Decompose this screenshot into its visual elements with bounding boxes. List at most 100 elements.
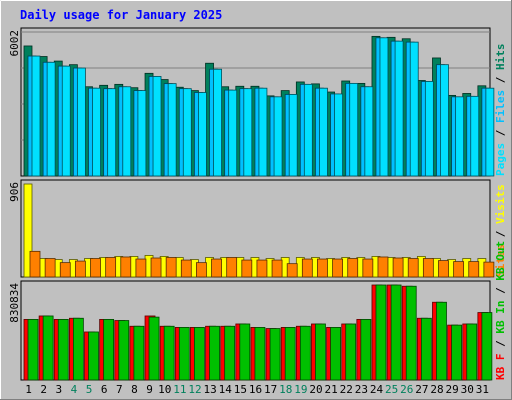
bar [258,87,268,177]
bar [451,324,463,381]
legend-kb-in: KB In [494,301,507,334]
bar [453,261,465,278]
x-tick-label: 25 [385,383,398,396]
bar [241,259,253,278]
bar [319,87,328,177]
bar [107,88,117,177]
x-tick-label: 24 [370,383,384,396]
bar [120,256,132,278]
bar [286,263,298,278]
bar [44,258,56,278]
bar [224,325,236,381]
bar [345,323,357,381]
legend-files: Files [494,90,507,123]
x-tick-label: 2 [40,383,47,396]
bar [409,41,419,177]
bar [420,317,432,381]
bar [362,258,374,278]
bar [148,316,160,381]
bar [61,65,71,177]
x-tick-label: 12 [188,383,201,396]
bar [485,87,495,177]
bar [27,318,39,381]
bar [103,318,115,381]
bar [239,323,251,381]
series-pages [31,37,495,177]
bar [42,315,54,381]
bar [332,258,343,278]
x-tick-label: 14 [219,383,233,396]
bar [299,325,311,381]
bar [330,327,341,381]
bar [468,261,480,278]
legend-visits: Visits [494,184,507,224]
bar [392,257,404,278]
x-tick-label: 13 [203,383,216,396]
bar [315,323,326,381]
bar [167,83,177,177]
bar [133,325,145,381]
panel-1-legend: Pages / Files / Hits [494,44,507,177]
bar [470,95,480,177]
bar [59,262,71,278]
bar [76,67,86,177]
bar [135,258,147,278]
legend-separator: / [494,224,507,244]
legend-separator: / [494,334,507,354]
legend-kb-out: KB Out [494,241,507,281]
x-tick-label: 31 [476,383,489,396]
x-tick-label: 28 [430,383,443,396]
series-kb-in [27,284,493,381]
bar [150,257,162,278]
bar [163,325,175,381]
legend-kb-f: KB F [494,354,507,381]
x-tick-label: 17 [264,383,277,396]
bar [152,76,162,177]
series-sites [29,250,495,278]
bar [424,81,434,177]
bar [390,284,402,381]
bar [436,301,447,381]
bar [228,89,238,177]
bar [243,88,253,177]
bar [422,258,434,278]
bar [46,61,56,177]
bar [180,259,192,278]
x-tick-label: 18 [279,383,292,396]
panel-3: 830834 KB F / KB In / KB Out [8,241,507,381]
panel-1: 6002 Pages / Files / Hits [8,27,507,177]
bar [377,256,389,278]
bar [209,325,220,381]
bar [137,90,147,177]
bar [271,259,283,278]
x-tick-label: 4 [71,383,78,396]
bar [74,260,86,278]
legend-pages: Pages [494,143,507,176]
bar [256,259,268,278]
x-tick-label: 8 [131,383,138,396]
x-tick-label: 19 [294,383,307,396]
panel-3-legend: KB F / KB In / KB Out [494,241,507,380]
panel-2-max-label: 906 [8,182,21,202]
x-tick-label: 9 [146,383,153,396]
bar [347,258,359,278]
bar [122,86,132,177]
legend-sites: Sites [494,244,507,277]
x-tick-label: 29 [446,383,459,396]
bar [165,257,177,278]
x-tick-label: 20 [309,383,322,396]
legend-separator: / [494,281,507,301]
bar [379,37,389,177]
bar [31,55,41,177]
bar [349,82,359,177]
bar [92,87,101,177]
panel-2-legend: Sites / Visits [494,184,507,277]
bar [301,258,313,278]
bar [440,64,449,177]
panel-3-max-label: 830834 [8,283,21,323]
bar [394,40,404,177]
bar [466,323,478,381]
bar [105,257,117,278]
x-tick-label: 21 [325,383,338,396]
x-tick-label: 5 [86,383,93,396]
